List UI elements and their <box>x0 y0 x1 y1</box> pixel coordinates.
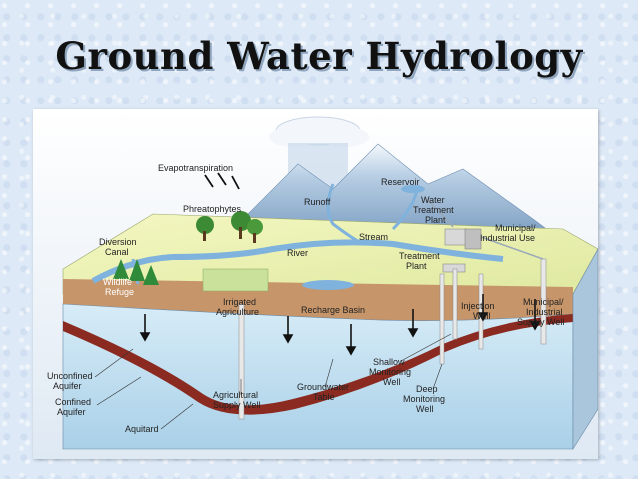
label-evapotranspiration: Evapotranspiration <box>158 163 233 173</box>
flow-arrows <box>139 172 541 356</box>
label-shallow-3: Well <box>383 377 400 387</box>
treatment-plant-building <box>444 228 468 246</box>
soil-layer <box>63 279 573 321</box>
pipeline-to-plant <box>425 198 454 228</box>
shallow-monitoring-well <box>452 268 458 340</box>
label-recharge-basin: Recharge Basin <box>301 305 365 315</box>
recharge-basin <box>302 280 354 290</box>
label-water-treatment-1: Water <box>421 195 445 205</box>
pipeline-to-municipal <box>480 236 544 260</box>
deep-monitoring-well <box>439 273 445 365</box>
label-municipal-use-2: Industrial Use <box>480 233 535 243</box>
diagram-panel: Evapotranspiration Phreatophytes Runoff … <box>33 109 598 459</box>
reservoir <box>401 185 425 193</box>
label-deep-3: Well <box>416 404 433 414</box>
label-diversion-1: Diversion <box>99 237 137 247</box>
label-shallow-2: Monitoring <box>369 367 411 377</box>
label-gw-table-2: Table <box>313 392 335 402</box>
label-agricultural-1: Agricultural <box>213 390 258 400</box>
label-unconfined-1: Unconfined <box>47 371 93 381</box>
industrial-buildings <box>464 228 482 250</box>
page-title: Ground Water Hydrology <box>55 34 583 78</box>
wildlife-refuge-trees <box>113 259 159 285</box>
label-unconfined-2: Aquifer <box>53 381 82 391</box>
label-irrigated-1: Irrigated <box>223 297 256 307</box>
label-treatment-plant-1: Treatment <box>399 251 440 261</box>
label-wildlife-1: Wildlife <box>103 277 132 287</box>
aquifer-block <box>62 303 574 450</box>
river <box>91 239 504 284</box>
label-deep-2: Monitoring <box>403 394 445 404</box>
label-aquitard: Aquitard <box>125 424 159 434</box>
label-water-treatment-3: Plant <box>425 215 446 225</box>
hydrology-diagram: Evapotranspiration Phreatophytes Runoff … <box>33 109 598 459</box>
label-shallow-1: Shallow <box>373 357 405 367</box>
leader-lines <box>94 333 452 430</box>
label-municipal-supply-3: Supply Well <box>517 317 564 327</box>
aquitard-layer <box>63 314 573 415</box>
label-river: River <box>287 248 308 258</box>
label-injection-1: Injection <box>461 301 495 311</box>
label-irrigated-2: Agriculture <box>216 307 259 317</box>
agricultural-supply-well <box>238 303 245 420</box>
label-treatment-plant-2: Plant <box>406 261 427 271</box>
label-water-treatment-2: Treatment <box>413 205 454 215</box>
label-phreatophytes: Phreatophytes <box>183 204 242 214</box>
irrigated-field <box>202 268 269 292</box>
stream <box>326 183 364 246</box>
label-agricultural-2: Supply Well <box>213 400 260 410</box>
municipal-supply-well <box>540 258 547 345</box>
label-municipal-supply-1: Municipal/ <box>523 297 564 307</box>
label-municipal-supply-2: Industrial <box>526 307 563 317</box>
label-stream: Stream <box>359 232 388 242</box>
label-wildlife-2: Refuge <box>105 287 134 297</box>
label-injection-2: Well <box>473 311 490 321</box>
label-municipal-use-1: Municipal/ <box>495 223 536 233</box>
label-reservoir: Reservoir <box>381 177 420 187</box>
label-gw-table-1: Groundwater <box>297 382 349 392</box>
label-confined-1: Confined <box>55 397 91 407</box>
block-side <box>572 248 598 451</box>
label-deep-1: Deep <box>416 384 438 394</box>
phreatophyte-trees <box>196 211 263 243</box>
label-diversion-2: Canal <box>105 247 129 257</box>
label-confined-2: Aquifer <box>57 407 86 417</box>
label-runoff: Runoff <box>304 197 331 207</box>
